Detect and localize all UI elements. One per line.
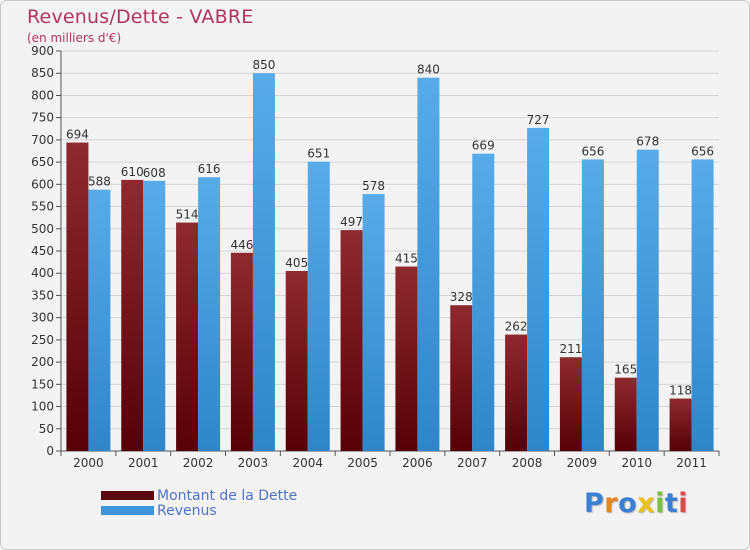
x-tick-label: 2010 <box>621 456 652 470</box>
bar-revenus <box>691 159 714 451</box>
proxiti-logo: Proxiti <box>584 488 688 519</box>
logo-letter: r <box>604 488 619 519</box>
x-tick-label: 2000 <box>73 456 104 470</box>
data-label: 497 <box>340 215 363 229</box>
y-tick-label: 100 <box>31 400 54 414</box>
bar-revenus <box>636 149 659 451</box>
bar-revenus <box>252 73 275 451</box>
y-tick-label: 350 <box>31 288 54 302</box>
x-tick-label: 2008 <box>512 456 543 470</box>
y-tick-label: 550 <box>31 200 54 214</box>
x-tick-label: 2007 <box>457 456 488 470</box>
data-label: 446 <box>230 238 253 252</box>
data-label: 694 <box>66 128 89 142</box>
data-label: 578 <box>362 179 385 193</box>
legend-swatch-dette <box>101 491 154 500</box>
data-label: 840 <box>417 63 440 77</box>
data-label: 588 <box>88 175 111 189</box>
logo-letter: o <box>618 488 638 519</box>
y-tick-label: 900 <box>31 44 54 58</box>
bar-revenus <box>362 194 385 451</box>
x-tick-label: 2001 <box>128 456 159 470</box>
y-tick-label: 800 <box>31 88 54 102</box>
chart-title: Revenus/Dette - VABRE <box>27 6 254 28</box>
bar-dette <box>614 377 637 451</box>
y-tick-label: 750 <box>31 111 54 125</box>
y-tick-label: 300 <box>31 311 54 325</box>
y-tick-label: 650 <box>31 155 54 169</box>
bar-revenus <box>143 180 166 451</box>
data-label: 669 <box>472 139 495 153</box>
legend-item-revenus: Revenus <box>101 502 297 519</box>
y-tick-label: 50 <box>39 422 54 436</box>
data-label: 656 <box>691 144 714 158</box>
data-label: 415 <box>395 252 418 266</box>
bar-dette <box>450 305 473 451</box>
data-label: 727 <box>527 113 550 127</box>
x-tick-label: 2005 <box>347 456 378 470</box>
y-tick-label: 150 <box>31 377 54 391</box>
x-tick-label: 2003 <box>238 456 269 470</box>
data-label: 262 <box>505 320 528 334</box>
bar-dette <box>66 142 89 452</box>
legend-label-revenus: Revenus <box>157 502 217 519</box>
data-label: 514 <box>176 208 199 222</box>
data-label: 656 <box>581 144 604 158</box>
legend-item-dette: Montant de la Dette <box>101 487 298 504</box>
legend-swatch-revenus <box>101 506 154 515</box>
y-tick-label: 0 <box>46 444 54 458</box>
bar-revenus <box>527 127 550 451</box>
bar-dette <box>669 398 692 451</box>
bar-revenus <box>307 161 330 451</box>
legend: Montant de la Dette Revenus <box>101 487 298 519</box>
y-tick-label: 200 <box>31 355 54 369</box>
bar-revenus <box>88 189 111 451</box>
legend-label-dette: Montant de la Dette <box>157 487 298 504</box>
logo-letter: x <box>637 488 656 519</box>
bar-revenus <box>198 177 221 451</box>
data-label: 211 <box>559 342 582 356</box>
y-tick-label: 450 <box>31 244 54 258</box>
bar-dette <box>559 357 582 451</box>
bar-revenus <box>581 159 604 451</box>
bar-dette <box>395 266 418 451</box>
data-label: 651 <box>307 147 330 161</box>
x-tick-label: 2009 <box>567 456 598 470</box>
bar-dette <box>285 271 308 451</box>
data-label: 616 <box>198 162 221 176</box>
data-label: 850 <box>252 58 275 72</box>
y-tick-label: 700 <box>31 133 54 147</box>
y-tick-label: 500 <box>31 222 54 236</box>
data-label: 165 <box>614 363 637 377</box>
x-tick-label: 2011 <box>676 456 707 470</box>
data-label: 610 <box>121 165 144 179</box>
bar-revenus <box>472 153 495 451</box>
data-label: 678 <box>636 135 659 149</box>
data-label: 118 <box>669 384 692 398</box>
y-tick-label: 250 <box>31 333 54 347</box>
bar-revenus <box>417 77 440 452</box>
logo-letter: t <box>664 488 679 519</box>
x-tick-label: 2006 <box>402 456 433 470</box>
bar-dette <box>121 179 144 451</box>
y-tick-label: 600 <box>31 177 54 191</box>
x-tick-label: 2002 <box>183 456 214 470</box>
bar-dette <box>340 230 363 451</box>
data-label: 328 <box>450 290 473 304</box>
data-label: 608 <box>143 166 166 180</box>
y-tick-label: 850 <box>31 66 54 80</box>
bar-dette <box>505 334 528 451</box>
y-tick-label: 400 <box>31 266 54 280</box>
logo-letter: P <box>584 488 605 519</box>
logo-letter: i <box>678 488 689 519</box>
logo-letter: i <box>655 488 665 519</box>
data-label: 405 <box>285 256 308 270</box>
x-tick-label: 2004 <box>292 456 323 470</box>
bar-dette <box>176 222 199 451</box>
chart-subtitle: (en milliers d'€) <box>27 31 122 45</box>
bar-dette <box>230 252 253 451</box>
